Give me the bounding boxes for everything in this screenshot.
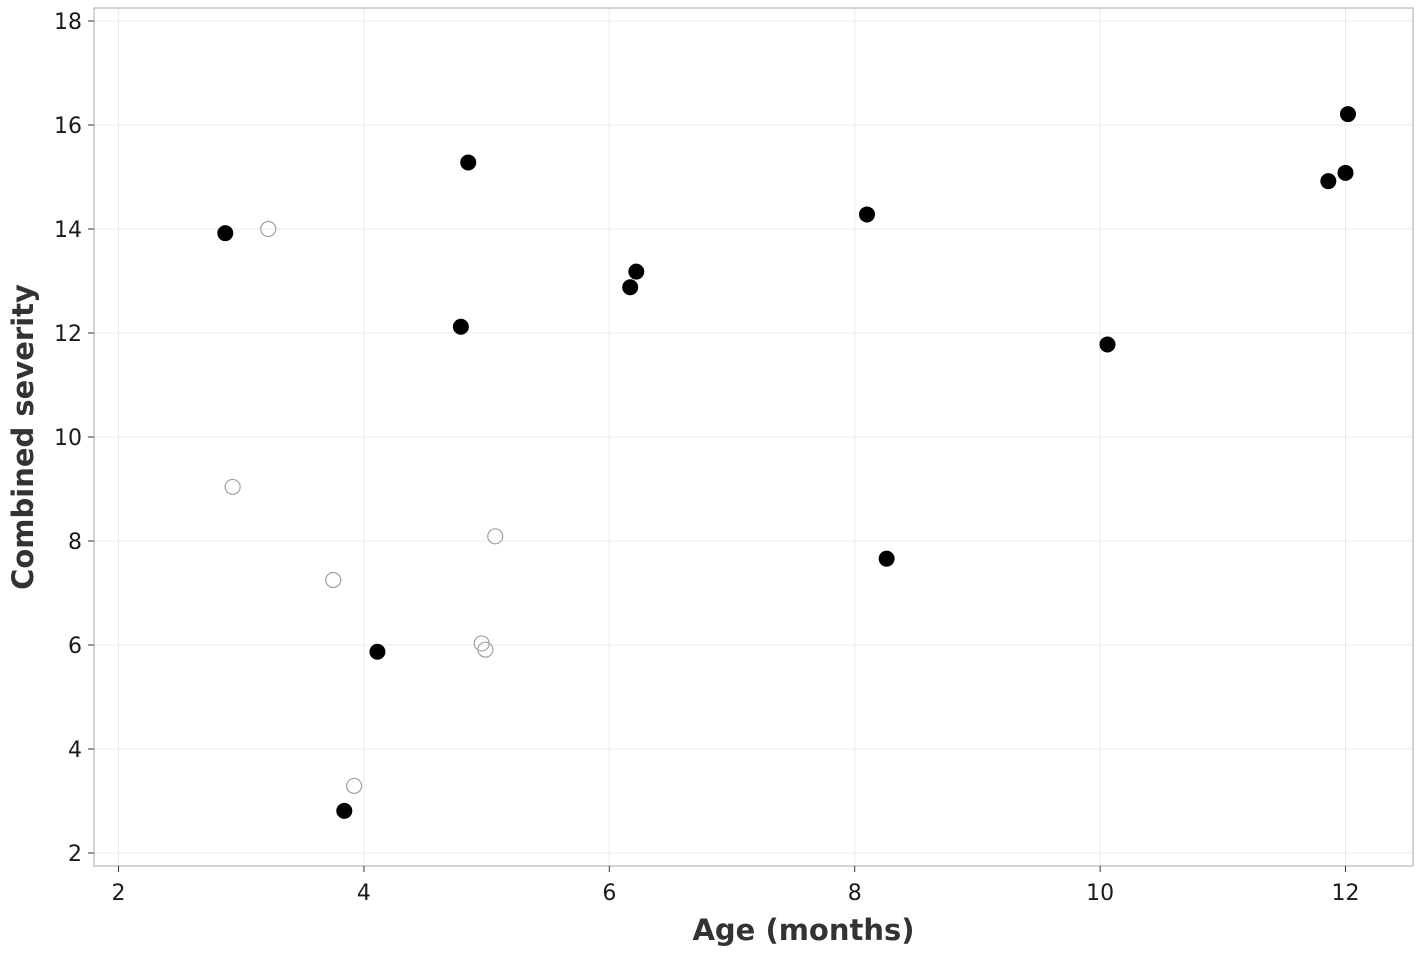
x-axis-title: Age (months) (692, 913, 914, 947)
filled-point (628, 263, 645, 280)
x-tick-label: 12 (1332, 881, 1360, 906)
data-points (217, 106, 1356, 819)
y-tick-label: 2 (68, 842, 82, 867)
filled-point (1099, 336, 1116, 353)
filled-point (1337, 164, 1354, 181)
filled-point (622, 279, 639, 296)
hollow-point (487, 528, 504, 545)
filled-point (1320, 173, 1337, 190)
y-tick-label: 16 (54, 114, 82, 139)
hollow-point (346, 777, 363, 795)
filled-point (336, 802, 353, 819)
y-tick-label: 10 (54, 426, 82, 451)
hollow-point (260, 220, 277, 238)
x-tick-label: 4 (357, 881, 371, 906)
y-axis-title: Combined severity (6, 284, 40, 590)
y-tick-label: 6 (68, 634, 82, 659)
filled-point (217, 225, 234, 242)
hollow-point (325, 571, 342, 589)
grid (94, 8, 1413, 866)
filled-point (452, 318, 469, 335)
filled-point (858, 206, 875, 223)
x-tick-label: 2 (112, 881, 126, 906)
filled-point (878, 550, 895, 567)
y-tick-label: 14 (54, 218, 82, 243)
x-tick-label: 6 (602, 881, 616, 906)
x-tick-label: 8 (848, 881, 862, 906)
hollow-point (477, 641, 494, 658)
filled-point (369, 643, 386, 660)
y-tick-label: 8 (68, 530, 82, 555)
y-tick-label: 4 (68, 738, 82, 763)
axes: 2 4 6 8 10 12 2 4 6 8 10 12 14 16 18 (54, 10, 1360, 906)
hollow-point (224, 478, 241, 496)
x-tick-label: 10 (1086, 881, 1114, 906)
y-tick-label: 12 (54, 322, 82, 347)
y-tick-label: 18 (54, 10, 82, 35)
filled-point (460, 154, 477, 171)
filled-point (1339, 106, 1356, 123)
